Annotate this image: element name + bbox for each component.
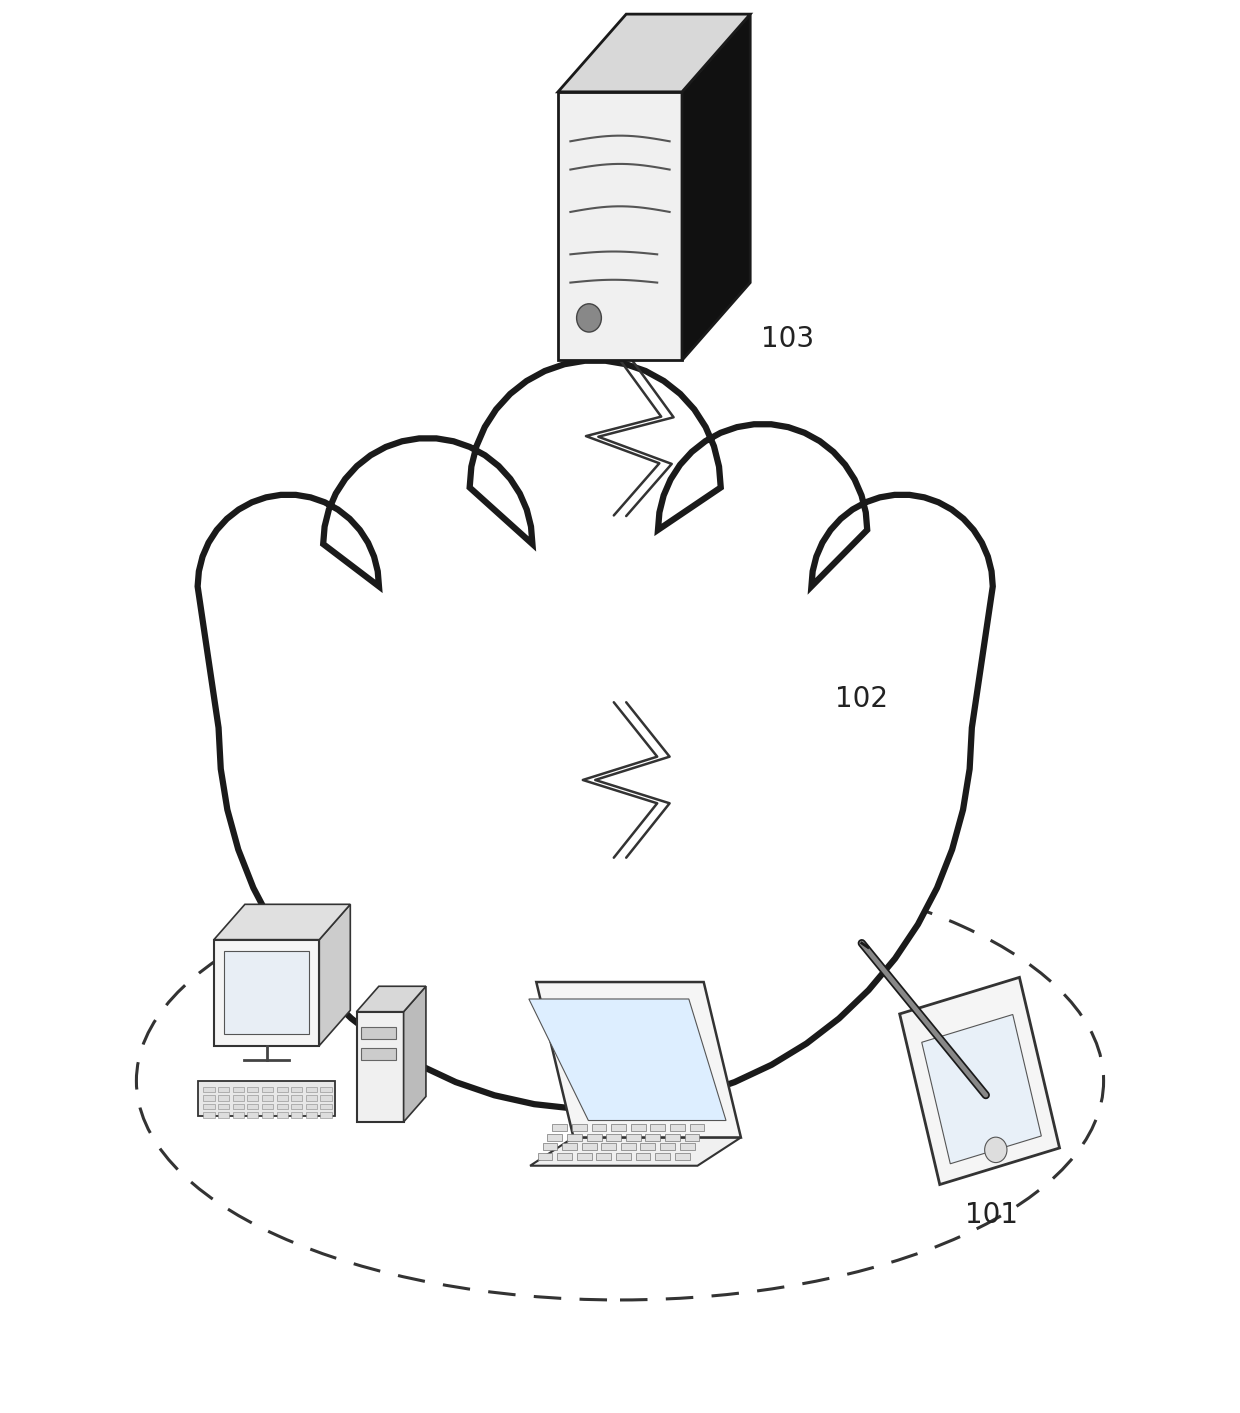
FancyBboxPatch shape bbox=[203, 1112, 215, 1118]
FancyBboxPatch shape bbox=[262, 1104, 273, 1109]
FancyBboxPatch shape bbox=[631, 1125, 646, 1132]
FancyBboxPatch shape bbox=[616, 1153, 631, 1160]
Polygon shape bbox=[213, 940, 320, 1046]
FancyBboxPatch shape bbox=[247, 1087, 258, 1092]
FancyBboxPatch shape bbox=[320, 1095, 331, 1101]
FancyBboxPatch shape bbox=[247, 1112, 258, 1118]
FancyBboxPatch shape bbox=[262, 1087, 273, 1092]
FancyBboxPatch shape bbox=[277, 1087, 288, 1092]
FancyBboxPatch shape bbox=[645, 1133, 660, 1140]
Polygon shape bbox=[528, 999, 727, 1121]
FancyBboxPatch shape bbox=[218, 1087, 229, 1092]
FancyBboxPatch shape bbox=[306, 1095, 317, 1101]
FancyBboxPatch shape bbox=[291, 1112, 303, 1118]
Polygon shape bbox=[357, 986, 427, 1012]
FancyBboxPatch shape bbox=[362, 1027, 397, 1039]
FancyBboxPatch shape bbox=[552, 1125, 568, 1132]
FancyBboxPatch shape bbox=[291, 1095, 303, 1101]
FancyBboxPatch shape bbox=[291, 1104, 303, 1109]
FancyBboxPatch shape bbox=[660, 1143, 675, 1150]
FancyBboxPatch shape bbox=[587, 1133, 601, 1140]
FancyBboxPatch shape bbox=[572, 1125, 587, 1132]
FancyBboxPatch shape bbox=[680, 1143, 694, 1150]
FancyBboxPatch shape bbox=[291, 1087, 303, 1092]
FancyBboxPatch shape bbox=[218, 1095, 229, 1101]
Circle shape bbox=[985, 1137, 1007, 1163]
FancyBboxPatch shape bbox=[320, 1104, 331, 1109]
FancyBboxPatch shape bbox=[203, 1095, 215, 1101]
FancyBboxPatch shape bbox=[606, 1133, 621, 1140]
Polygon shape bbox=[197, 360, 993, 1109]
FancyBboxPatch shape bbox=[626, 1133, 641, 1140]
Polygon shape bbox=[531, 1137, 742, 1166]
FancyBboxPatch shape bbox=[596, 1153, 611, 1160]
FancyBboxPatch shape bbox=[218, 1104, 229, 1109]
FancyBboxPatch shape bbox=[262, 1095, 273, 1101]
FancyBboxPatch shape bbox=[675, 1153, 689, 1160]
FancyBboxPatch shape bbox=[277, 1095, 288, 1101]
FancyBboxPatch shape bbox=[362, 1048, 397, 1060]
FancyBboxPatch shape bbox=[233, 1087, 244, 1092]
FancyBboxPatch shape bbox=[655, 1153, 670, 1160]
Polygon shape bbox=[320, 904, 351, 1046]
Text: 103: 103 bbox=[761, 325, 813, 353]
Circle shape bbox=[577, 304, 601, 332]
FancyBboxPatch shape bbox=[306, 1104, 317, 1109]
Polygon shape bbox=[404, 986, 427, 1122]
FancyBboxPatch shape bbox=[562, 1143, 577, 1150]
FancyBboxPatch shape bbox=[247, 1104, 258, 1109]
FancyBboxPatch shape bbox=[203, 1104, 215, 1109]
FancyBboxPatch shape bbox=[611, 1125, 626, 1132]
FancyBboxPatch shape bbox=[601, 1143, 616, 1150]
FancyBboxPatch shape bbox=[582, 1143, 596, 1150]
FancyBboxPatch shape bbox=[203, 1087, 215, 1092]
Text: 102: 102 bbox=[836, 685, 888, 714]
Polygon shape bbox=[558, 92, 682, 360]
FancyBboxPatch shape bbox=[577, 1153, 591, 1160]
FancyBboxPatch shape bbox=[670, 1125, 684, 1132]
Polygon shape bbox=[900, 978, 1059, 1184]
FancyBboxPatch shape bbox=[306, 1112, 317, 1118]
FancyBboxPatch shape bbox=[233, 1095, 244, 1101]
Polygon shape bbox=[223, 951, 310, 1034]
FancyBboxPatch shape bbox=[684, 1133, 699, 1140]
FancyBboxPatch shape bbox=[320, 1087, 331, 1092]
FancyBboxPatch shape bbox=[277, 1112, 288, 1118]
FancyBboxPatch shape bbox=[277, 1104, 288, 1109]
FancyBboxPatch shape bbox=[621, 1143, 636, 1150]
FancyBboxPatch shape bbox=[320, 1112, 331, 1118]
Polygon shape bbox=[213, 904, 351, 940]
Text: 101: 101 bbox=[966, 1201, 1018, 1229]
FancyBboxPatch shape bbox=[233, 1112, 244, 1118]
Polygon shape bbox=[682, 14, 750, 360]
Polygon shape bbox=[357, 1012, 404, 1122]
FancyBboxPatch shape bbox=[548, 1133, 563, 1140]
FancyBboxPatch shape bbox=[665, 1133, 680, 1140]
Polygon shape bbox=[536, 982, 742, 1137]
FancyBboxPatch shape bbox=[262, 1112, 273, 1118]
FancyBboxPatch shape bbox=[233, 1104, 244, 1109]
FancyBboxPatch shape bbox=[650, 1125, 665, 1132]
Polygon shape bbox=[921, 1015, 1042, 1164]
FancyBboxPatch shape bbox=[306, 1087, 317, 1092]
FancyBboxPatch shape bbox=[635, 1153, 650, 1160]
FancyBboxPatch shape bbox=[567, 1133, 582, 1140]
FancyBboxPatch shape bbox=[689, 1125, 704, 1132]
Polygon shape bbox=[558, 14, 750, 92]
FancyBboxPatch shape bbox=[247, 1095, 258, 1101]
FancyBboxPatch shape bbox=[543, 1143, 558, 1150]
FancyBboxPatch shape bbox=[591, 1125, 606, 1132]
Polygon shape bbox=[198, 1081, 335, 1116]
FancyBboxPatch shape bbox=[640, 1143, 655, 1150]
FancyBboxPatch shape bbox=[538, 1153, 552, 1160]
FancyBboxPatch shape bbox=[557, 1153, 572, 1160]
FancyBboxPatch shape bbox=[218, 1112, 229, 1118]
